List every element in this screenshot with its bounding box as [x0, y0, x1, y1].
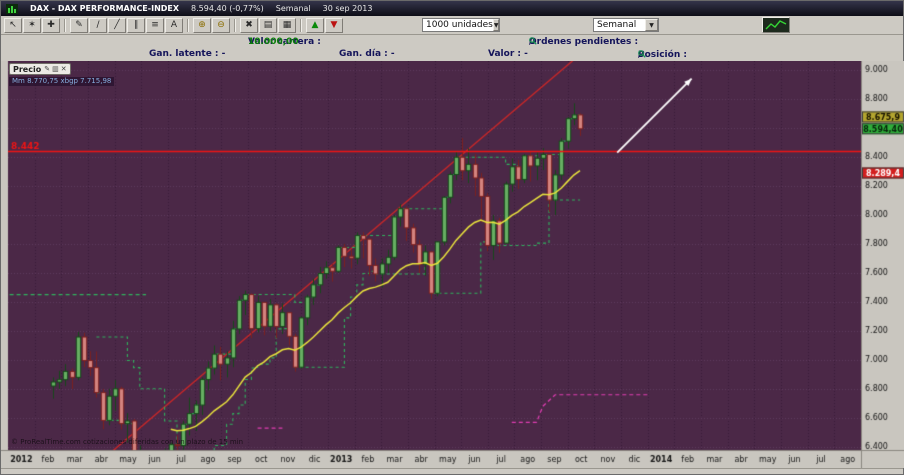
sell-arrow-tool[interactable]: ▼	[325, 17, 343, 33]
portfolio-row: Valor cartera : 10.000,00 Ordenes pendie…	[1, 35, 903, 48]
window-title: DAX - DAX PERFORMANCE-INDEX	[30, 4, 180, 13]
latent-gain-label: Gan. latente : -	[149, 49, 226, 59]
units-select-value: 1000 unidades	[426, 20, 493, 30]
cursor-tool[interactable]: ↖	[4, 17, 22, 33]
window-titlebar[interactable]: DAX - DAX PERFORMANCE-INDEX 8.594,40 (-0…	[1, 1, 903, 16]
price-panel-chip[interactable]: Precio ✎ ▥ ✕	[9, 63, 71, 75]
price-panel-icons: ✎ ▥ ✕	[44, 64, 66, 74]
chevron-down-icon[interactable]: ▼	[492, 19, 500, 31]
fibonacci-tool[interactable]: ≡	[146, 17, 164, 33]
zoom-out-tool[interactable]: ⊖	[212, 17, 230, 33]
buy-arrow-tool[interactable]: ▲	[306, 17, 324, 33]
delete-tool[interactable]: ✖	[240, 17, 258, 33]
timeframe-select[interactable]: Semanal ▼	[593, 18, 659, 32]
titlebar-date: 30 sep 2013	[322, 4, 373, 13]
tool-button-group: ↖ ✶ ✚ ✎ ∕ ╱ ∥ ≡ A ⊕ ⊖ ✖ ▤ ▦ ▲ ▼	[4, 17, 343, 33]
indicator-legend: Mm 8.770,75 xbgp 7.715,98	[9, 77, 115, 86]
portfolio-label: Valor cartera :	[248, 37, 321, 47]
price-chart-canvas[interactable]	[1, 61, 904, 468]
toolbar-separator	[234, 18, 236, 32]
toolbar-separator	[187, 18, 189, 32]
gains-row: Gan. latente : - Gan. día : - Valor : - …	[1, 48, 903, 61]
orders-list-icon[interactable]	[529, 37, 537, 45]
value-label: Valor : -	[488, 49, 528, 59]
panel-icon[interactable]: ▥	[52, 65, 59, 73]
text-tool[interactable]: A	[165, 17, 183, 33]
mini-chart-button[interactable]	[762, 17, 790, 33]
chart-region: Precio ✎ ▥ ✕ Mm 8.770,75 xbgp 7.715,98 © P…	[1, 61, 904, 468]
magic-wand-tool[interactable]: ✶	[23, 17, 41, 33]
sparkline-icon	[765, 20, 787, 30]
position-list-icon[interactable]	[638, 50, 646, 58]
zoom-in-tool[interactable]: ⊕	[193, 17, 211, 33]
price-panel-label: Precio	[13, 64, 42, 74]
chart-window-icon	[6, 3, 18, 14]
titlebar-price: 8.594,40 (-0,77%)	[191, 4, 264, 13]
day-gain-label: Gan. día : -	[339, 49, 395, 59]
trendline-tool[interactable]: ╱	[108, 17, 126, 33]
close-icon[interactable]: ✕	[60, 65, 67, 73]
print-tool[interactable]: ▤	[259, 17, 277, 33]
watermark: © ProRealTime.com cotizaciones diferidas…	[11, 438, 244, 446]
segment-tool[interactable]: ∕	[89, 17, 107, 33]
pencil-icon[interactable]: ✎	[44, 65, 51, 73]
toolbar-separator	[64, 18, 66, 32]
window-footer	[1, 468, 903, 474]
pencil-tool[interactable]: ✎	[70, 17, 88, 33]
toolbar-separator	[300, 18, 302, 32]
units-select[interactable]: 1000 unidades ▼	[422, 18, 500, 32]
position-label: Posición :	[638, 50, 687, 60]
crosshair-tool[interactable]: ✚	[42, 17, 60, 33]
pending-orders-label: Ordenes pendientes :	[529, 37, 639, 47]
chart-style-tool[interactable]: ▦	[278, 17, 296, 33]
channel-tool[interactable]: ∥	[127, 17, 145, 33]
chevron-down-icon[interactable]: ▼	[645, 19, 658, 31]
titlebar-timeframe: Semanal	[275, 4, 311, 13]
timeframe-select-value: Semanal	[597, 20, 637, 30]
chart-toolbar: ↖ ✶ ✚ ✎ ∕ ╱ ∥ ≡ A ⊕ ⊖ ✖ ▤ ▦ ▲ ▼ 1000 unidades ▼ Semanal…	[1, 16, 903, 35]
portfolio-value: 10.000,00	[248, 37, 299, 47]
